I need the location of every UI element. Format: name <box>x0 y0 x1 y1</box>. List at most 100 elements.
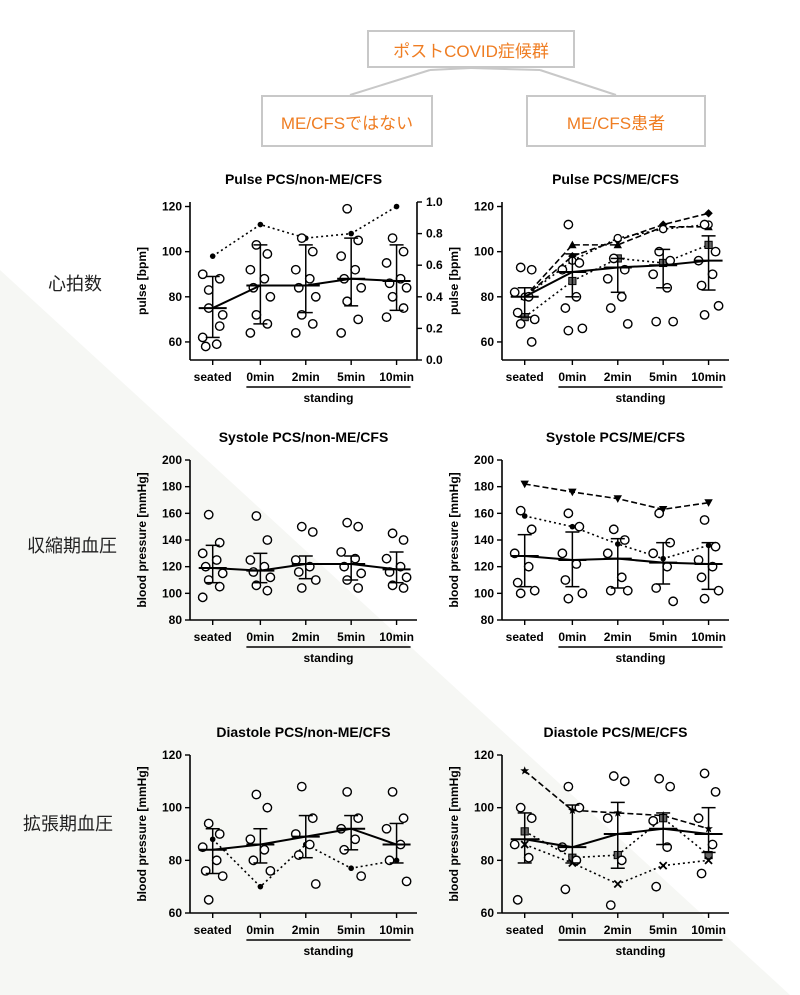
chart5-data-point <box>699 768 710 779</box>
chart2-xtick-label: 2min <box>292 630 320 644</box>
chart0-data-point <box>387 291 398 302</box>
chart1-data-point <box>574 258 585 268</box>
chart0-ytick-right-label: 1.0 <box>426 195 443 209</box>
chart4-data-point <box>217 871 228 882</box>
chart1-data-point <box>696 280 707 291</box>
chart3-data-point <box>512 577 523 588</box>
chart4-data-point <box>381 823 392 834</box>
chart3-title: Systole PCS/ME/CFS <box>546 429 685 445</box>
chart0-series-0-line <box>212 205 397 257</box>
chart2-title: Systole PCS/non-ME/CFS <box>219 429 389 445</box>
chart0-data-point <box>401 282 412 293</box>
chart4-data-point <box>342 786 353 797</box>
chart3-data-point <box>526 524 537 535</box>
chart2-ytick-label: 180 <box>162 480 182 494</box>
chart0-ytick-right-label: 0.6 <box>426 258 443 272</box>
chart4-xtick-label: 10min <box>379 923 414 937</box>
chart2-ytick-label: 80 <box>169 613 183 627</box>
chart1-data-point <box>622 318 633 329</box>
chart1-data-point <box>529 314 540 325</box>
chart0-data-point <box>342 296 353 307</box>
chart3-data-point <box>608 524 619 535</box>
chart0-data-point <box>387 233 398 244</box>
chart4-xtick-label: seated <box>194 923 232 937</box>
chart3-data-point <box>557 548 568 559</box>
chart3-data-point <box>648 548 659 559</box>
chart0-series-0-point <box>393 203 400 210</box>
chart5-data-point <box>693 813 704 824</box>
chart4-xlabel: standing <box>303 944 353 958</box>
chart0-data-point <box>211 339 222 350</box>
chart4-data-point <box>356 871 367 882</box>
chart3-data-point <box>577 588 588 599</box>
chart0-data-point <box>262 249 273 259</box>
chart2-data-point <box>290 555 301 565</box>
chart5-xtick-label: seated <box>506 923 544 937</box>
chart1-series-3-point <box>658 224 668 234</box>
chart2-data-point <box>356 568 367 579</box>
chart3-xtick-label: 10min <box>691 630 726 644</box>
chart3-data-point <box>668 596 679 607</box>
chart3-series-1-point <box>569 523 576 530</box>
chart4-title: Diastole PCS/non-ME/CFS <box>216 724 390 740</box>
chart5-data-point <box>696 868 707 879</box>
chart5-ytick-label: 80 <box>481 853 495 867</box>
chart2-ytick-label: 100 <box>162 586 182 600</box>
chart0-data-point <box>214 321 225 332</box>
chart2-data-point <box>251 511 262 521</box>
chart0-series-0-point <box>209 253 216 259</box>
chart2-ytick-label: 140 <box>162 533 182 547</box>
chart3-xlabel: standing <box>615 651 665 665</box>
chart3-data-point <box>602 548 613 559</box>
chart5-series-2-point <box>613 879 622 889</box>
chart1-data-point <box>699 219 710 230</box>
row-label-pulse: 心拍数 <box>48 274 102 294</box>
chart0-xtick-label: 2min <box>292 370 320 384</box>
chart5-ytick-label: 120 <box>474 748 494 762</box>
chart0-data-point <box>245 264 256 275</box>
chart0-data-point <box>307 318 318 329</box>
chart5-data-point <box>648 815 659 826</box>
chart2-data-point <box>398 535 409 545</box>
chart0-data-point <box>203 285 214 295</box>
chart2-data-point <box>353 583 364 593</box>
chart0-median-line <box>212 277 397 309</box>
chart2-xtick-label: 10min <box>379 630 414 644</box>
chart1-xtick-label: 2min <box>604 370 632 384</box>
chart4-xtick-label: 2min <box>292 923 320 937</box>
me-cfs-patients-box: ME/CFS患者 <box>526 95 706 147</box>
chart5-data-point <box>707 839 718 850</box>
chart1-data-point <box>710 246 721 257</box>
chart5-data-point <box>560 884 571 895</box>
chart0-data-point <box>336 251 347 262</box>
chart1-ylabel: pulse [bpm] <box>447 247 461 315</box>
chart4-ylabel: blood pressure [mmHg] <box>135 766 149 901</box>
chart3-data-point <box>515 588 526 599</box>
chart2-ytick-label: 160 <box>162 506 182 520</box>
chart5-xtick-label: 0min <box>558 923 586 937</box>
chart1-data-point <box>515 262 526 273</box>
chart3-ytick-label: 200 <box>474 453 494 467</box>
chart2-data-point <box>217 568 228 579</box>
chart0-data-point <box>336 328 347 338</box>
chart1-data-point <box>648 269 659 280</box>
chart0-ytick-label: 60 <box>169 335 183 349</box>
chart4-data-point <box>211 855 222 866</box>
chart4-data-point <box>214 829 225 839</box>
chart1-data-point <box>651 316 662 327</box>
chart0-data-point <box>381 258 392 268</box>
chart2-data-point <box>262 535 273 545</box>
chart5-ylabel: blood pressure [mmHg] <box>447 766 461 901</box>
chart0-data-point <box>296 233 307 244</box>
chart5-series-2-point <box>659 861 668 870</box>
chart2-data-point <box>245 555 256 565</box>
chart2-xtick-label: 0min <box>246 630 274 644</box>
chart1-xtick-label: 0min <box>558 370 586 384</box>
chart0-xtick-label: seated <box>194 370 232 384</box>
chart4-ytick-label: 100 <box>162 801 182 815</box>
chart2-data-point <box>262 585 273 596</box>
chart1-data-point <box>509 287 520 298</box>
chart0-xlabel: standing <box>303 391 353 405</box>
chart0-data-point <box>310 291 321 302</box>
